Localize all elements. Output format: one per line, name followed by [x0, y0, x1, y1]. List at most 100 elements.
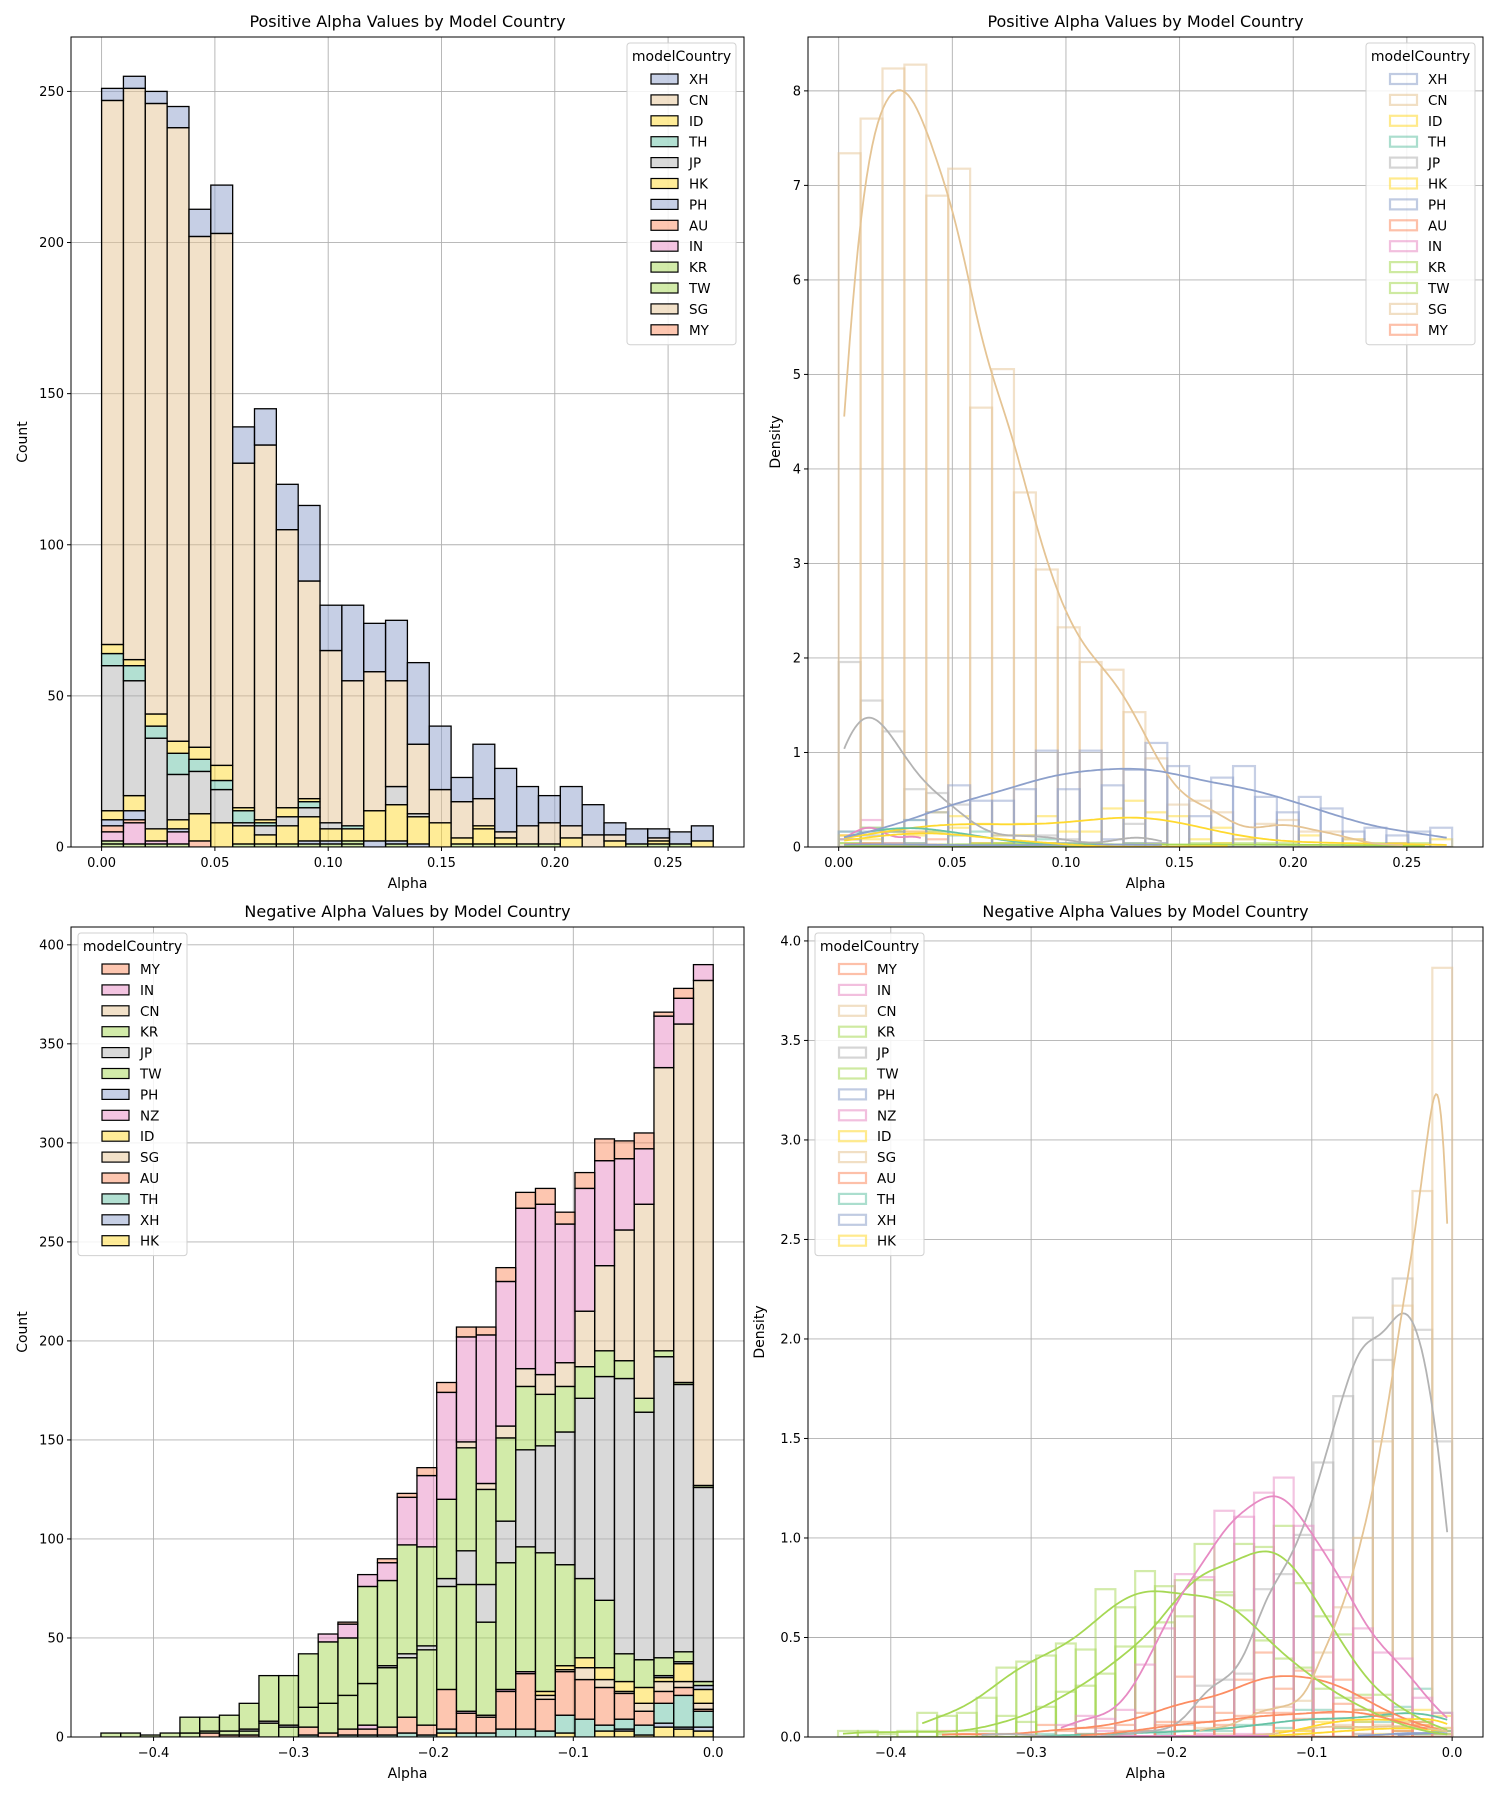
chart-title: Positive Alpha Values by Model Country: [987, 12, 1303, 31]
legend-swatch: [101, 1005, 130, 1017]
bar-KR-bin-18: [455, 1447, 477, 1552]
density-bar-IN-bin-23: [1292, 1524, 1315, 1737]
legend-swatch: [101, 984, 130, 996]
bar-KR-bin-10: [297, 1653, 319, 1708]
bar-TW-bin-12: [337, 1694, 359, 1730]
bar-AU-bin-18: [455, 1712, 477, 1734]
bar-KR-bin-12: [337, 1637, 359, 1697]
bar-SG-bin-24: [574, 1667, 596, 1681]
legend-item-XH: XH: [837, 1213, 896, 1229]
kde-line-KR: [921, 1590, 1448, 1736]
legend-swatch: [837, 1171, 868, 1185]
bar-CN-bin-9: [297, 580, 321, 800]
bar-CN-bin-10: [319, 649, 343, 824]
legend-swatch: [1388, 240, 1419, 253]
legend-label: KR: [689, 260, 707, 276]
bar-XH-bin-27: [690, 825, 714, 842]
legend-swatch: [1388, 323, 1419, 336]
bar-CN-bin-21: [515, 1367, 537, 1388]
legend-swatch: [837, 962, 868, 976]
bar-SG-bin-29: [673, 1680, 695, 1689]
legend-swatch: [837, 1067, 868, 1080]
bar-KR-bin-16: [416, 1546, 438, 1647]
y-tick-label: 1: [793, 746, 801, 761]
density-bar-HK-bin-14: [1144, 811, 1169, 847]
bar-JP-bin-5: [210, 788, 234, 824]
bar-IN-bin-0: [100, 831, 125, 842]
bar-TW-bin-23: [554, 1564, 576, 1667]
legend-swatch: [650, 136, 679, 148]
bar-MY-bin-24: [574, 1171, 596, 1190]
x-tick-label: −0.4: [138, 1746, 170, 1761]
y-tick-label: 0: [793, 841, 801, 856]
bar-TW-bin-17: [436, 1585, 458, 1691]
bar-HK-bin-9: [297, 816, 321, 842]
legend-label: XH: [140, 1213, 159, 1229]
chart-title: Negative Alpha Values by Model Country: [244, 902, 570, 921]
chart-title: Positive Alpha Values by Model Country: [249, 12, 565, 31]
density-bar-KR-bin-22: [1272, 1657, 1295, 1737]
bar-CN-bin-12: [363, 671, 387, 812]
bar-CN-bin-14: [406, 743, 430, 815]
legend-swatch: [101, 1130, 130, 1142]
bar-ID-bin-30: [692, 1688, 714, 1704]
bar-XH-bin-3: [166, 105, 190, 129]
y-tick-label: 100: [39, 538, 64, 553]
legend-label: CN: [689, 93, 709, 109]
bar-XH-bin-22: [581, 804, 605, 836]
bar-CN-bin-11: [341, 680, 365, 827]
legend-item-IN: IN: [837, 983, 891, 999]
legend-item-KR: KR: [1388, 260, 1446, 276]
bar-AU-bin-15: [396, 1716, 418, 1734]
legend-label: HK: [689, 177, 709, 193]
bar-CN-bin-26: [613, 1229, 635, 1362]
bar-AU-bin-21: [515, 1672, 537, 1730]
x-axis-label: Alpha: [1126, 1766, 1166, 1782]
legend-swatch: [1388, 281, 1419, 295]
legend-swatch: [650, 115, 679, 127]
bar-JP-bin-1: [122, 680, 146, 797]
bar-JP-bin-7: [253, 825, 277, 836]
x-axis-label: Alpha: [1126, 876, 1166, 892]
legend-swatch: [1388, 93, 1419, 107]
bar-CN-bin-2: [144, 102, 168, 715]
bar-XH-bin-18: [494, 767, 518, 833]
bar-KR-bin-4: [179, 1716, 201, 1734]
legend-label: HK: [140, 1234, 160, 1250]
bar-ID-bin-26: [613, 1680, 635, 1693]
bar-TW-bin-11: [317, 1702, 339, 1734]
legend-item-HK: HK: [650, 177, 709, 193]
kde-line-IN: [1060, 1495, 1448, 1729]
density-bar-TW-bin-12: [1074, 1684, 1097, 1737]
bar-HK-bin-17: [472, 828, 496, 845]
bar-JP-bin-21: [515, 1449, 537, 1548]
bar-IN-bin-28: [653, 1015, 675, 1069]
bar-SG-bin-30: [692, 1702, 714, 1710]
bar-PH-bin-12: [363, 840, 387, 847]
bar-JP-bin-17: [436, 1577, 458, 1588]
legend-item-HK: HK: [1388, 177, 1448, 193]
legend-swatch: [101, 1193, 130, 1205]
density-bar-XH-bin-8: [1012, 788, 1037, 847]
legend-label: TW: [1427, 281, 1450, 297]
density-bar-IN-bin-21: [1252, 1491, 1275, 1737]
bar-HK-bin-18: [494, 837, 518, 845]
legend-item-ID: ID: [1388, 114, 1442, 130]
y-tick-label: 250: [39, 85, 64, 100]
bar-XH-bin-23: [603, 822, 627, 836]
legend-label: AU: [140, 1171, 159, 1187]
legend-label: AU: [1428, 218, 1447, 234]
kde-line-PH: [844, 843, 1162, 847]
legend-swatch: [101, 1088, 130, 1101]
bar-PH-bin-0: [100, 819, 125, 827]
legend-swatch: [1388, 198, 1419, 211]
legend-label: KR: [877, 1025, 895, 1041]
bar-TH-bin-21: [515, 1728, 537, 1737]
x-tick-label: −0.3: [278, 1746, 310, 1761]
bar-TH-bin-9: [297, 801, 321, 809]
bar-CN-bin-17: [472, 797, 496, 827]
legend-item-AU: AU: [837, 1171, 896, 1187]
legend-item-TH: TH: [650, 135, 707, 151]
bar-CN-bin-7: [253, 444, 277, 821]
bar-AU-bin-17: [436, 1688, 458, 1730]
